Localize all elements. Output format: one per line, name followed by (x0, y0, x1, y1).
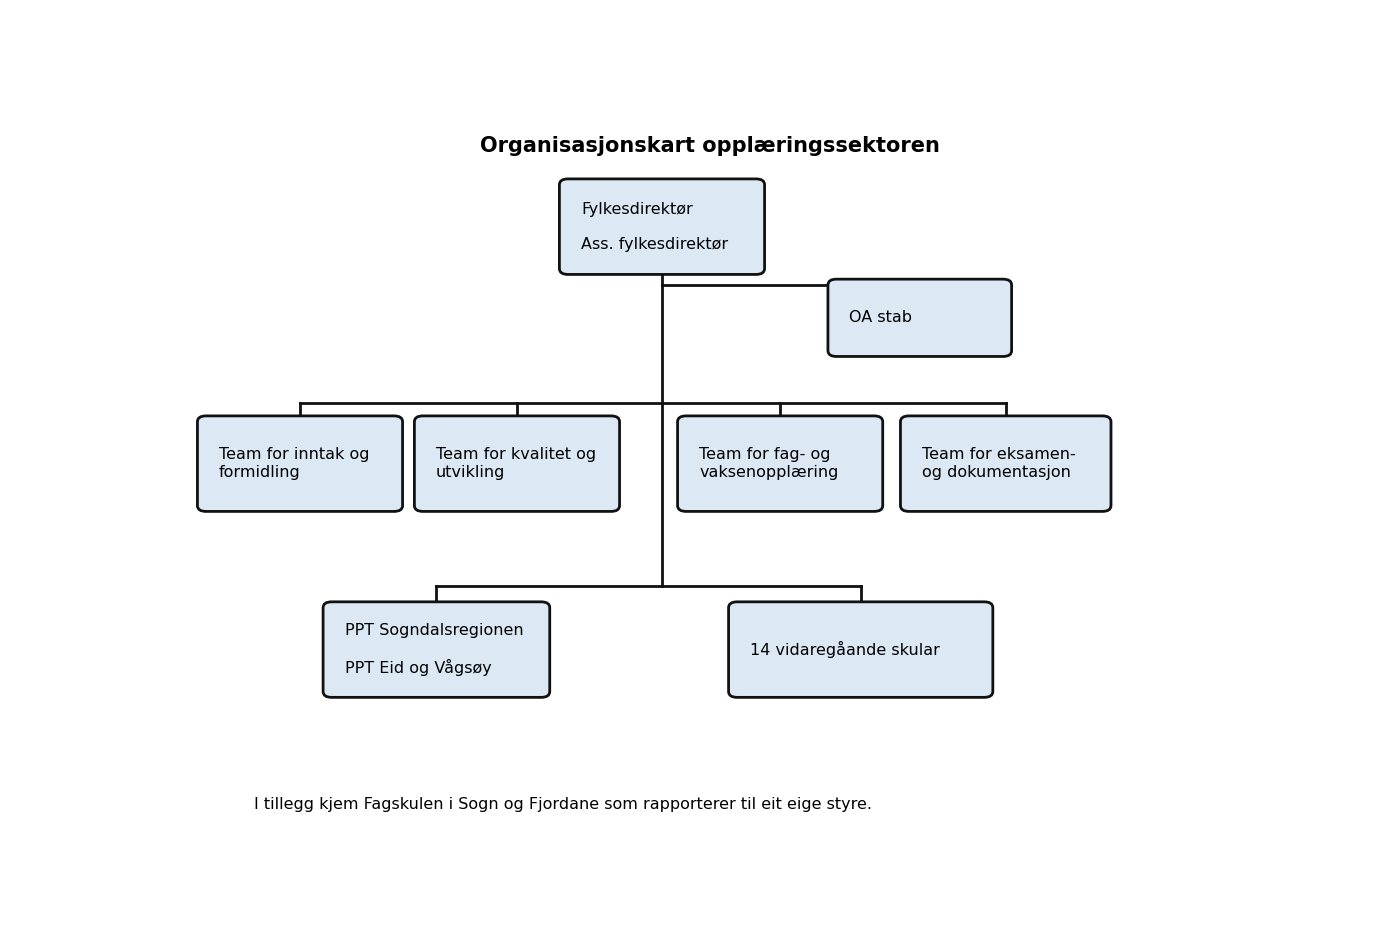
Text: OA stab: OA stab (850, 311, 912, 326)
FancyBboxPatch shape (729, 602, 992, 697)
Text: I tillegg kjem Fagskulen i Sogn og Fjordane som rapporterer til eit eige styre.: I tillegg kjem Fagskulen i Sogn og Fjord… (254, 797, 872, 813)
Text: Team for fag- og
vaksenopplæring: Team for fag- og vaksenopplæring (699, 447, 839, 480)
Text: Organisasjonskart opplæringssektoren: Organisasjonskart opplæringssektoren (481, 136, 940, 156)
FancyBboxPatch shape (560, 179, 765, 275)
Text: Team for eksamen-
og dokumentasjon: Team for eksamen- og dokumentasjon (922, 447, 1076, 480)
FancyBboxPatch shape (827, 279, 1012, 356)
Text: Fylkesdirektør

Ass. fylkesdirektør: Fylkesdirektør Ass. fylkesdirektør (581, 202, 728, 252)
Text: PPT Sogndalsregionen

PPT Eid og Vågsøy: PPT Sogndalsregionen PPT Eid og Vågsøy (345, 623, 523, 676)
Text: Team for inntak og
formidling: Team for inntak og formidling (219, 447, 370, 480)
Text: 14 vidaregåande skular: 14 vidaregåande skular (750, 641, 940, 658)
FancyBboxPatch shape (197, 416, 402, 511)
FancyBboxPatch shape (901, 416, 1112, 511)
FancyBboxPatch shape (323, 602, 550, 697)
FancyBboxPatch shape (414, 416, 620, 511)
Text: Team for kvalitet og
utvikling: Team for kvalitet og utvikling (435, 447, 596, 480)
FancyBboxPatch shape (678, 416, 883, 511)
